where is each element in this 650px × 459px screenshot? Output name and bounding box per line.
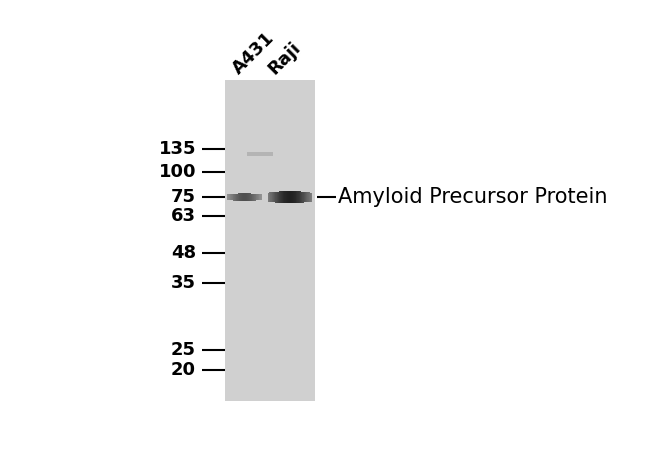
Text: 35: 35	[171, 274, 196, 292]
Bar	[225, 80, 315, 402]
Text: 135: 135	[159, 140, 196, 158]
Text: 20: 20	[171, 361, 196, 379]
Text: 25: 25	[171, 341, 196, 359]
Text: Raji: Raji	[265, 39, 305, 78]
Text: 75: 75	[171, 188, 196, 206]
Text: 100: 100	[159, 162, 196, 181]
Text: 63: 63	[171, 207, 196, 224]
Text: Amyloid Precursor Protein: Amyloid Precursor Protein	[338, 187, 608, 207]
Text: A431: A431	[229, 29, 278, 78]
Bar	[248, 152, 273, 156]
Text: 48: 48	[171, 244, 196, 262]
